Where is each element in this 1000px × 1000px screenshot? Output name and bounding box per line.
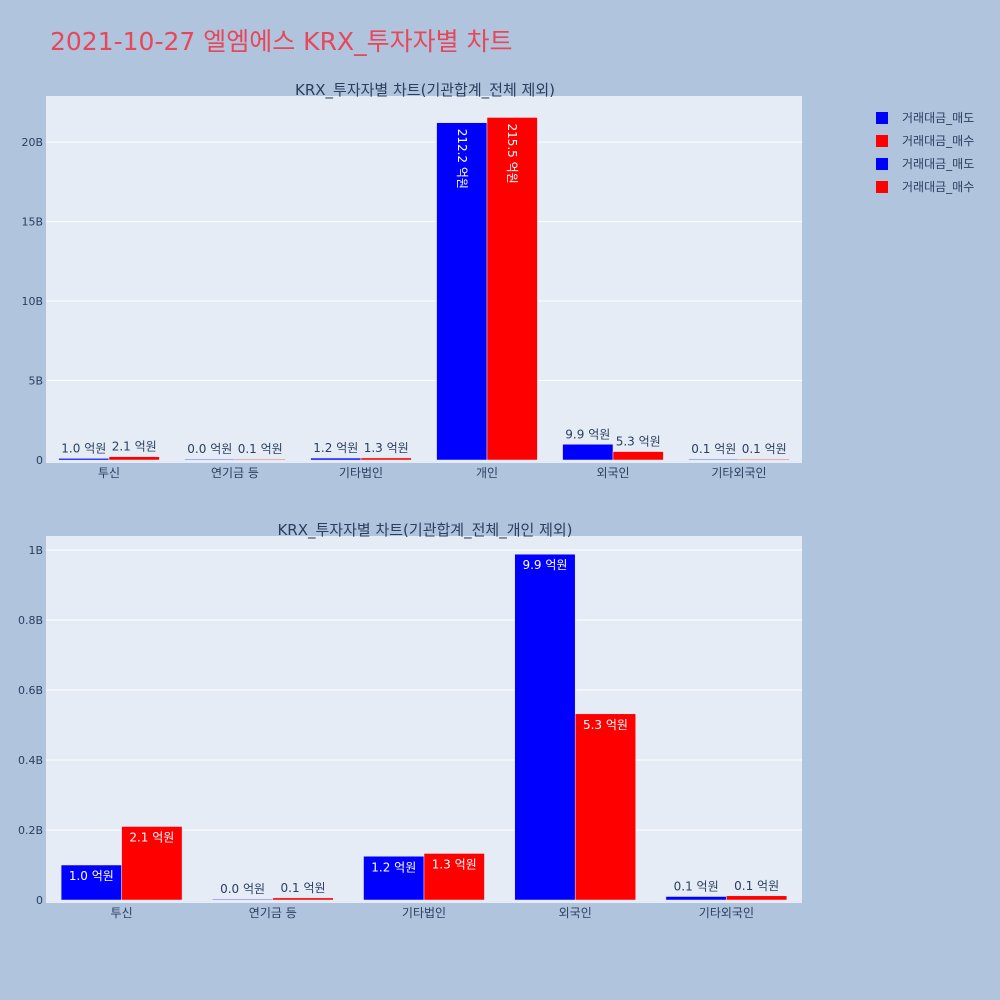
data-label: 215.5 억원 xyxy=(505,123,519,183)
legend-label: 거래대금_매도 xyxy=(902,157,975,171)
data-label: 0.1 억원 xyxy=(674,880,719,894)
data-label: 0.1 억원 xyxy=(691,442,736,456)
bar xyxy=(184,458,236,461)
x-tick-label: 기타외국인 xyxy=(711,466,766,480)
y-tick-label: 0.2B xyxy=(18,824,43,837)
bar xyxy=(423,853,485,901)
bar xyxy=(612,451,664,461)
data-label: 0.0 억원 xyxy=(220,882,265,896)
bar xyxy=(665,896,727,901)
bar xyxy=(562,444,614,461)
chart-title: KRX_투자자별 차트(기관합계_전체 제외) xyxy=(295,81,555,100)
x-tick-label: 연기금 등 xyxy=(249,906,297,920)
legend-item[interactable]: 거래대금_매도 xyxy=(876,106,974,129)
y-tick-label: 0.6B xyxy=(18,684,43,697)
legend-swatch xyxy=(876,134,888,147)
x-tick-label: 연기금 등 xyxy=(211,466,259,480)
data-label: 0.1 억원 xyxy=(742,442,787,456)
data-label: 1.3 억원 xyxy=(432,857,477,871)
data-label: 0.1 억원 xyxy=(734,879,779,893)
x-tick-label: 투신 xyxy=(98,466,120,480)
data-label: 5.3 억원 xyxy=(616,435,661,449)
y-tick-label: 0.4B xyxy=(18,754,43,767)
plot-background xyxy=(46,96,802,463)
y-tick-label: 0 xyxy=(36,454,43,467)
bar xyxy=(688,458,740,461)
legend: 거래대금_매도 거래대금_매수 거래대금_매도 거래대금_매수 xyxy=(876,106,974,198)
legend-label: 거래대금_매도 xyxy=(902,111,975,125)
bar xyxy=(108,456,160,461)
data-label: 1.0 억원 xyxy=(69,869,114,883)
y-tick-label: 0.8B xyxy=(18,614,43,627)
bar xyxy=(58,458,110,461)
data-label: 1.2 억원 xyxy=(371,860,416,874)
x-tick-label: 기타법인 xyxy=(402,906,446,920)
legend-label: 거래대금_매수 xyxy=(902,180,975,194)
bar xyxy=(360,457,412,461)
legend-label: 거래대금_매수 xyxy=(902,134,975,148)
legend-swatch xyxy=(876,157,888,170)
bar xyxy=(310,457,362,461)
data-label: 5.3 억원 xyxy=(583,718,628,732)
bar xyxy=(726,895,788,901)
bar xyxy=(486,117,538,461)
page-title: 2021-10-27 엘엠에스 KRX_투자자별 차트 xyxy=(50,27,513,56)
y-tick-label: 5B xyxy=(28,375,43,388)
chart-title: KRX_투자자별 차트(기관합계_전체_개인 제외) xyxy=(277,521,572,540)
data-label: 0.1 억원 xyxy=(238,442,283,456)
legend-item[interactable]: 거래대금_매도 xyxy=(876,152,974,175)
data-label: 9.9 억원 xyxy=(522,558,567,572)
bar xyxy=(121,826,183,901)
data-label: 1.0 억원 xyxy=(61,441,106,455)
data-label: 9.9 억원 xyxy=(565,427,610,441)
data-label: 1.2 억원 xyxy=(313,441,358,455)
y-tick-label: 10B xyxy=(21,295,43,308)
legend-item[interactable]: 거래대금_매수 xyxy=(876,175,974,198)
legend-swatch xyxy=(876,111,888,124)
bar xyxy=(272,897,334,901)
y-tick-label: 0 xyxy=(36,894,43,907)
data-label: 2.1 억원 xyxy=(112,440,157,454)
x-tick-label: 기타외국인 xyxy=(699,906,754,920)
x-tick-label: 기타법인 xyxy=(339,466,383,480)
legend-item[interactable]: 거래대금_매수 xyxy=(876,129,974,152)
bar xyxy=(574,713,636,901)
x-tick-label: 외국인 xyxy=(596,466,629,480)
data-label: 0.1 억원 xyxy=(281,881,326,895)
x-tick-label: 외국인 xyxy=(559,906,592,920)
bar xyxy=(514,553,576,901)
x-tick-label: 투신 xyxy=(111,906,133,920)
legend-swatch xyxy=(876,180,888,193)
bar xyxy=(363,856,425,901)
data-label: 2.1 억원 xyxy=(129,831,174,845)
y-tick-label: 20B xyxy=(21,136,43,149)
bar xyxy=(738,458,790,461)
data-label: 212.2 억원 xyxy=(455,129,469,189)
x-tick-label: 개인 xyxy=(476,466,498,480)
bar xyxy=(60,864,122,901)
data-label: 1.3 억원 xyxy=(364,441,409,455)
bar xyxy=(212,898,274,901)
bar xyxy=(436,122,488,461)
data-label: 0.0 억원 xyxy=(187,442,232,456)
y-tick-label: 15B xyxy=(21,216,43,229)
bar xyxy=(234,458,286,461)
y-tick-label: 1B xyxy=(28,544,43,557)
